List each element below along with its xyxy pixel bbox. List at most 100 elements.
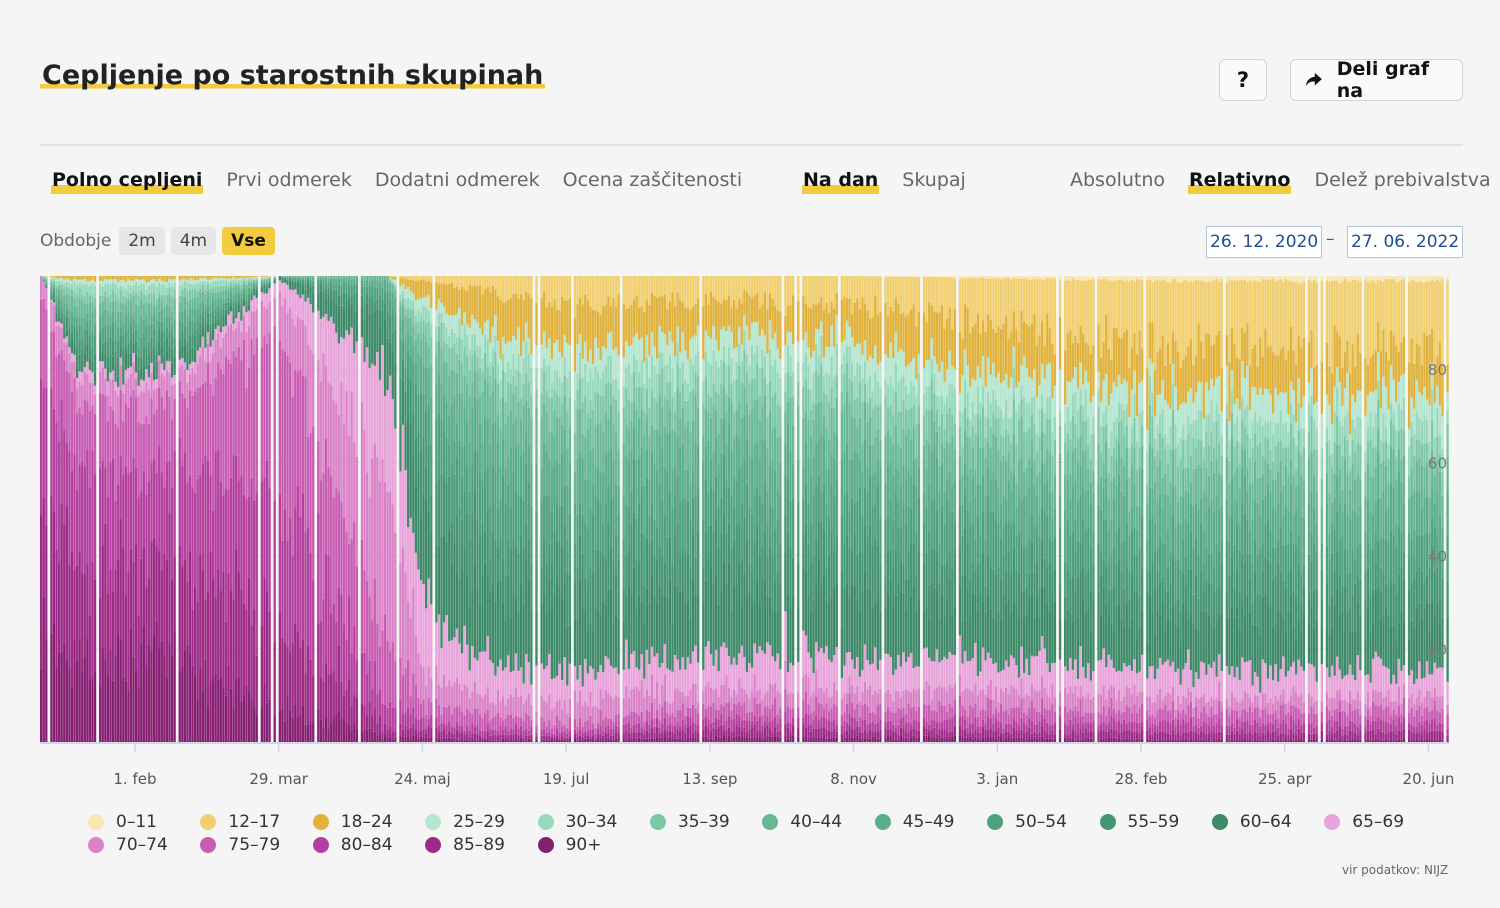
bar-segment <box>661 684 664 707</box>
bar-segment <box>617 738 620 742</box>
bar-segment <box>691 732 695 740</box>
bar-segment <box>827 720 831 731</box>
bar-segment <box>804 673 808 692</box>
tab-skupaj[interactable]: Skupaj <box>902 169 966 191</box>
period-4m-button[interactable]: 4m <box>170 227 217 255</box>
tab-na-dan[interactable]: Na dan <box>802 166 880 194</box>
date-to-field[interactable]: 27. 06. 2022 <box>1347 226 1464 258</box>
bar-segment <box>158 387 161 447</box>
share-button[interactable]: Deli graf na <box>1290 58 1463 102</box>
bar-segment <box>453 474 456 542</box>
tab-dodatni-odmerek[interactable]: Dodatni odmerek <box>374 169 540 191</box>
bar-segment <box>609 384 613 405</box>
tab-polno-cepljeni[interactable]: Polno cepljeni <box>51 166 204 194</box>
bar-segment <box>722 685 725 707</box>
bar-segment <box>889 276 892 307</box>
bar-segment <box>188 290 192 301</box>
bar-segment <box>124 314 127 331</box>
tab-prvi-odmerek[interactable]: Prvi odmerek <box>226 169 352 191</box>
bar-segment <box>91 302 94 313</box>
bar-segment <box>645 299 648 336</box>
bar-segment <box>596 738 600 742</box>
bar-segment <box>129 353 133 367</box>
bar-segment <box>740 559 743 608</box>
bar-segment <box>897 352 900 382</box>
bar-segment <box>676 709 679 723</box>
bar-segment <box>158 278 161 283</box>
bar-segment <box>827 697 831 712</box>
bar-segment <box>704 736 708 742</box>
bar-segment <box>68 352 71 373</box>
bar-segment <box>104 341 107 353</box>
date-from-field[interactable]: 26. 12. 2020 <box>1206 226 1323 258</box>
bar-segment <box>473 319 477 335</box>
bar-segment <box>653 718 656 727</box>
bar-segment <box>922 735 926 742</box>
bar-segment <box>489 721 492 729</box>
bar-segment <box>543 403 546 443</box>
bar-segment <box>596 393 600 424</box>
bar-segment <box>817 702 820 721</box>
bar-segment <box>342 277 346 282</box>
tab-ocena-zascitenosti[interactable]: Ocena zaščitenosti <box>562 169 743 191</box>
bar-segment <box>774 332 777 360</box>
bar-segment <box>797 707 800 718</box>
bar-segment <box>809 308 813 358</box>
bar-segment <box>845 730 849 739</box>
bar-segment <box>586 731 589 736</box>
bar-segment <box>145 665 148 742</box>
bar-segment <box>137 687 140 742</box>
bar-segment <box>863 719 867 731</box>
bar-segment <box>427 511 430 579</box>
tab-delez-prebivalstva[interactable]: Delež prebivalstva <box>1314 169 1491 191</box>
bar-segment <box>427 718 430 726</box>
bar-segment <box>902 563 905 593</box>
bar-segment <box>250 300 253 312</box>
bar-segment <box>484 694 487 714</box>
bar-segment <box>527 446 530 483</box>
bar-segment <box>484 562 487 652</box>
period-vse-button[interactable]: Vse <box>222 227 275 255</box>
bar-segment <box>602 371 605 397</box>
bar-segment <box>745 276 749 293</box>
bar-segment <box>673 689 677 717</box>
bar-segment <box>412 532 415 588</box>
page-title: Cepljenje po starostnih skupinah <box>40 60 546 91</box>
bar-segment <box>681 719 684 730</box>
bar-segment <box>876 459 879 487</box>
bar-segment <box>604 604 607 657</box>
bar-segment <box>553 409 556 438</box>
bar-segment <box>930 276 933 306</box>
bar-segment <box>750 572 754 604</box>
period-2m-button[interactable]: 2m <box>119 227 165 255</box>
help-button[interactable]: ? <box>1219 59 1267 101</box>
tab-relativno[interactable]: Relativno <box>1188 166 1292 194</box>
bar-segment <box>253 608 256 707</box>
bar-segment <box>173 451 176 557</box>
tab-absolutno[interactable]: Absolutno <box>1070 169 1166 191</box>
bar-segment <box>181 311 184 323</box>
bar-segment <box>743 689 746 703</box>
bar-segment <box>70 280 74 285</box>
bar-segment <box>648 276 651 305</box>
bar-segment <box>543 442 546 496</box>
bar-segment <box>468 491 471 539</box>
bar-segment <box>925 360 928 387</box>
bar-segment <box>199 474 202 555</box>
bar-segment <box>389 280 392 283</box>
bar-segment <box>191 334 194 348</box>
bar-segment <box>717 604 720 672</box>
bar-segment <box>530 684 533 705</box>
bar-segment <box>217 278 220 281</box>
bar-segment <box>625 340 628 368</box>
bar-segment <box>437 546 441 615</box>
bar-segment <box>473 657 477 683</box>
bar-segment <box>63 430 66 525</box>
bar-segment <box>45 279 48 282</box>
bar-segment <box>561 732 564 737</box>
bar-segment <box>509 617 512 673</box>
bar-segment <box>178 359 181 368</box>
bar-segment <box>355 728 358 742</box>
bar-segment <box>134 372 138 379</box>
